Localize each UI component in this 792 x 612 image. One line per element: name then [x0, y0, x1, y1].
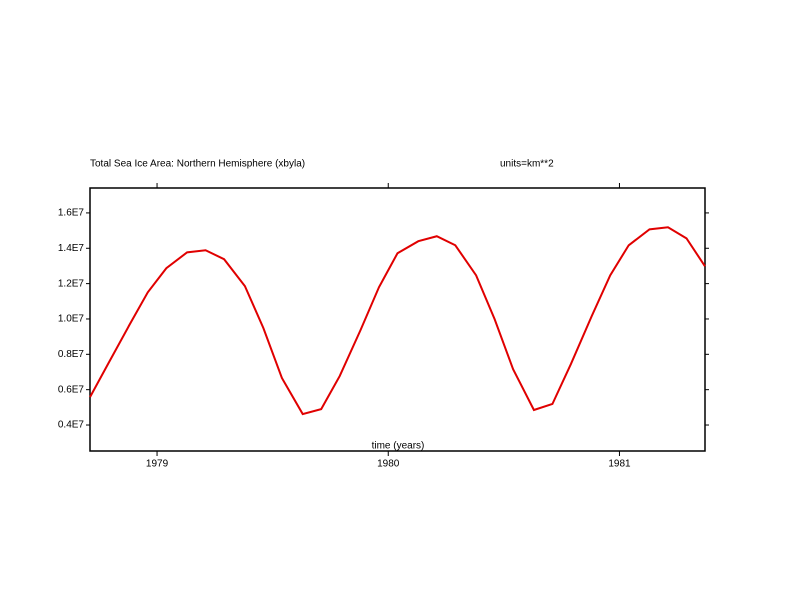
chart-title: Total Sea Ice Area: Northern Hemisphere … — [90, 159, 305, 170]
x-axis-label: time (years) — [372, 441, 425, 452]
units-label: units=km**2 — [500, 159, 554, 170]
y-tick-label: 1.0E7 — [58, 314, 85, 325]
plot-frame — [89, 187, 706, 452]
y-tick-label: 1.2E7 — [58, 278, 85, 289]
data-line — [89, 226, 706, 416]
y-tick-label: 0.8E7 — [58, 349, 85, 360]
y-tick-label: 0.4E7 — [58, 420, 85, 431]
y-tick-label: 0.6E7 — [58, 384, 85, 395]
x-tick-label: 1979 — [146, 459, 169, 470]
x-tick-label: 1980 — [377, 459, 400, 470]
y-tick-label: 1.4E7 — [58, 243, 85, 254]
x-tick-label: 1981 — [608, 459, 631, 470]
y-tick-label: 1.6E7 — [58, 208, 85, 219]
